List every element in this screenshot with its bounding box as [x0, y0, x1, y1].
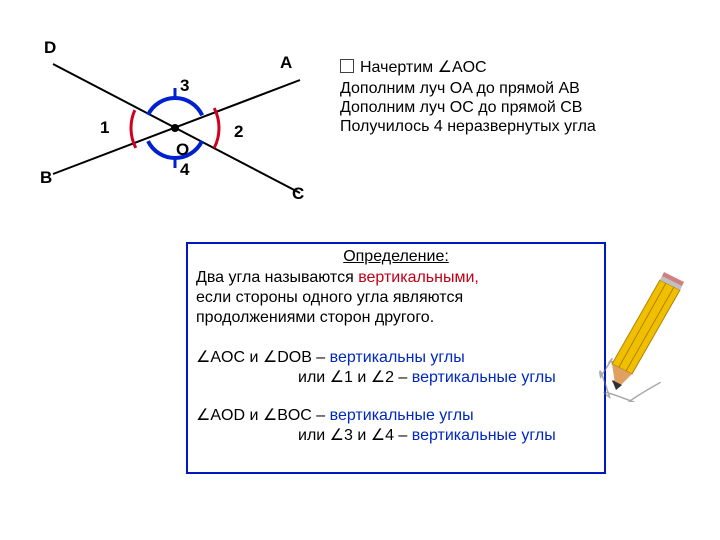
angle-num-3: 3 — [180, 76, 189, 96]
label-B: B — [40, 168, 52, 188]
statement-2a: ∠AOD и ∠BOC – вертикальные углы — [196, 405, 474, 425]
pencil-icon — [592, 272, 702, 402]
slide: A B C D O 1 2 3 4 Начертим ∠AOC Дополним… — [0, 0, 720, 540]
statement-2b: или ∠3 и ∠4 – вертикальные углы — [298, 425, 556, 445]
definition-line-2: если стороны одного угла являются — [196, 289, 463, 307]
label-D: D — [44, 38, 56, 58]
step-2: Дополним луч OA до прямой AB — [340, 80, 580, 98]
definition-line-3: продолжениями сторон другого. — [196, 309, 434, 327]
center-dot — [171, 124, 179, 132]
arc-bottom — [148, 141, 202, 158]
statement-1a: ∠AOC и ∠DOB – вертикальны углы — [196, 347, 465, 367]
step-1: Начертим ∠AOC — [340, 57, 487, 77]
definition-title: Определение: — [188, 248, 604, 266]
angle-num-1: 1 — [100, 118, 109, 138]
angle-num-2: 2 — [234, 122, 243, 142]
label-O: O — [176, 140, 189, 160]
label-C: C — [292, 184, 304, 204]
statement-1b: или ∠1 и ∠2 – вертикальные углы — [298, 367, 556, 387]
step-1-text: Начертим ∠AOC — [360, 59, 487, 76]
angle-num-4: 4 — [180, 160, 189, 180]
step-3: Дополним луч OC до прямой CB — [340, 99, 582, 117]
step-4: Получилось 4 неразвернутых угла — [340, 118, 596, 136]
label-A: A — [280, 53, 292, 73]
definition-box: Определение: Два угла называются вертика… — [186, 242, 606, 474]
arc-top — [148, 98, 202, 115]
arc-right — [214, 108, 219, 148]
definition-line-1: Два угла называются вертикальными, — [196, 269, 479, 287]
